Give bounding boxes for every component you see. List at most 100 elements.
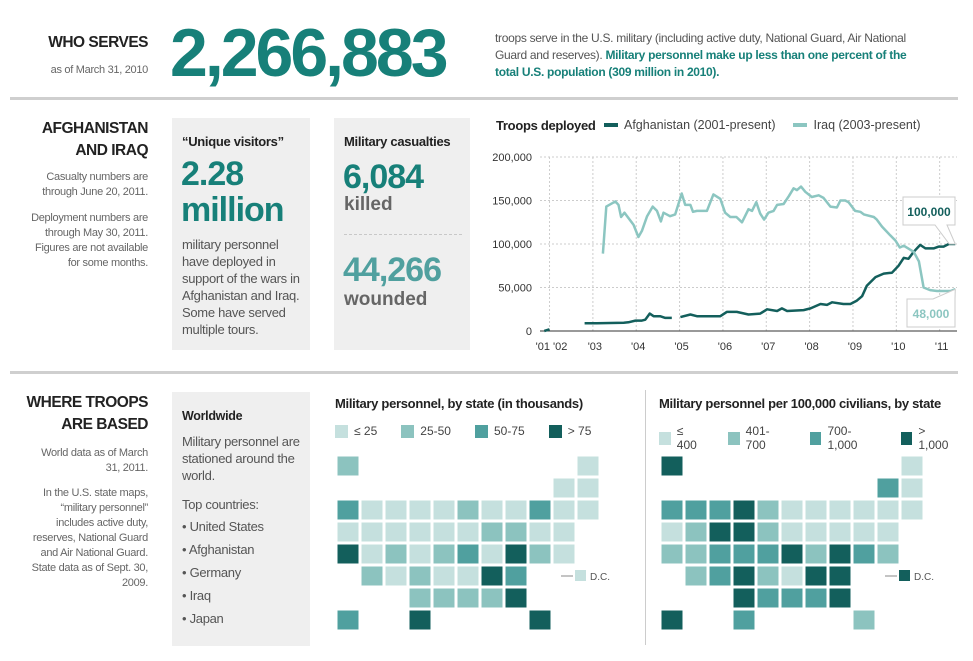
unique-visitors-box: “Unique visitors” 2.28 million military … [172,118,310,350]
state-ct [552,521,576,543]
state-wv [480,543,504,565]
map1-title: Military personnel, by state (in thousan… [335,396,583,411]
state-co [708,543,732,565]
state-mn [432,499,456,521]
state-wv [804,543,828,565]
state-or [660,521,684,543]
state-nc [480,565,504,587]
state-al [480,587,504,609]
top-countries-label: Top countries: [182,497,259,512]
legend-item: ≤ 400 [659,424,704,452]
heading-line: AND IRAQ [75,142,148,159]
state-ut [684,543,708,565]
afghan-iraq-heading: AFGHANISTAN AND IRAQ [42,118,149,162]
x-tick-label: '05 [674,341,688,353]
state-ma [576,499,600,521]
state-ri [552,499,576,521]
state-nh [576,477,600,499]
map2-legend: ≤ 400 401-700 700-1,000 > 1,000 [659,424,973,452]
wounded-label: wounded [344,289,428,310]
legend-label: 401-700 [745,424,770,452]
state-tx [408,609,432,631]
state-ms [456,587,480,609]
state-az [360,565,384,587]
state-de [876,543,900,565]
visitors-title: “Unique visitors” [182,134,284,149]
state-sc [504,565,528,587]
state-oh [480,521,504,543]
x-tick-label: '09 [848,341,862,353]
wounded-value: 44,266 [343,251,442,289]
state-id [684,499,708,521]
troops-deployed-chart: 0 50,000 100,000 150,000 200,000 '01 '02 '03 '0… [492,152,957,353]
state-tx [732,609,756,631]
state-mn [756,499,780,521]
worldwide-description: Military personnel are stationed around … [182,434,300,483]
legend-label-afghanistan: Afghanistan (2001-present) [624,118,776,132]
legend-item: 700-1,000 [809,424,877,452]
visitors-value: 2.28 million [181,155,285,228]
x-tick-label: '11 [935,341,949,353]
state-ky [456,543,480,565]
y-tick-label: 0 [526,326,532,338]
legend-label: > 75 [567,424,592,438]
country-item: • Iraq [182,588,211,603]
state-id [360,499,384,521]
state-ct [876,521,900,543]
country-item: • United States [182,519,264,534]
state-al [804,587,828,609]
visitors-value-line: 2.28 [181,155,244,193]
x-tick-label: '01 '02 [536,341,568,353]
state-ny [528,499,552,521]
state-ia [756,521,780,543]
state-pa [504,521,528,543]
x-tick-label: '04 [631,341,645,353]
legend-swatch-afghanistan [604,123,618,127]
legend-item: ≤ 25 [335,424,377,438]
heading-line: WHERE TROOPS [26,394,149,411]
total-troops: 2,266,883 [170,15,449,91]
state-nv [684,521,708,543]
description-highlight: Military personnel make up less than one… [495,48,907,79]
legend-item: 401-700 [727,424,786,452]
state-nd [732,499,756,521]
state-wy [384,521,408,543]
state-in [780,521,804,543]
state-az [684,565,708,587]
state-ak [336,455,360,477]
state-ca [336,543,360,565]
legend-swatch [548,424,562,438]
legend-swatch [659,431,671,445]
state-nh [900,477,924,499]
legend-item: 50-75 [474,424,525,438]
y-tick-label: 50,000 [498,283,532,295]
iraq-end-label: 48,000 [913,307,950,321]
description-text: troops serve in the U.S. military (inclu… [495,31,906,62]
series-line-afghanistan [543,242,956,333]
legend-swatch [809,431,822,445]
state-tn [456,565,480,587]
state-fl [852,609,876,631]
state-ut [360,543,384,565]
state-nm [708,565,732,587]
y-tick-label: 150,000 [492,196,532,208]
state-nd [408,499,432,521]
state-md [528,543,552,565]
state-il [456,499,480,521]
worldwide-box: Worldwide Military personnel are station… [172,392,310,646]
legend-item: > 1,000 [900,424,955,452]
state-ny [852,499,876,521]
legend-label: 700-1,000 [827,424,858,452]
who-serves-heading: WHO SERVES [48,34,148,51]
x-tick-label: '08 [804,341,818,353]
legend-label: ≤ 25 [354,424,378,438]
heading-line: ARE BASED [61,416,148,433]
state-md [852,543,876,565]
iraq-callout-box [906,288,956,328]
legend-swatch [401,424,415,438]
legend-label: 50-75 [493,424,525,438]
casualties-title: Military casualties [344,134,451,149]
country-item: • Germany [182,565,241,580]
state-in [456,521,480,543]
state-ga [504,587,528,609]
